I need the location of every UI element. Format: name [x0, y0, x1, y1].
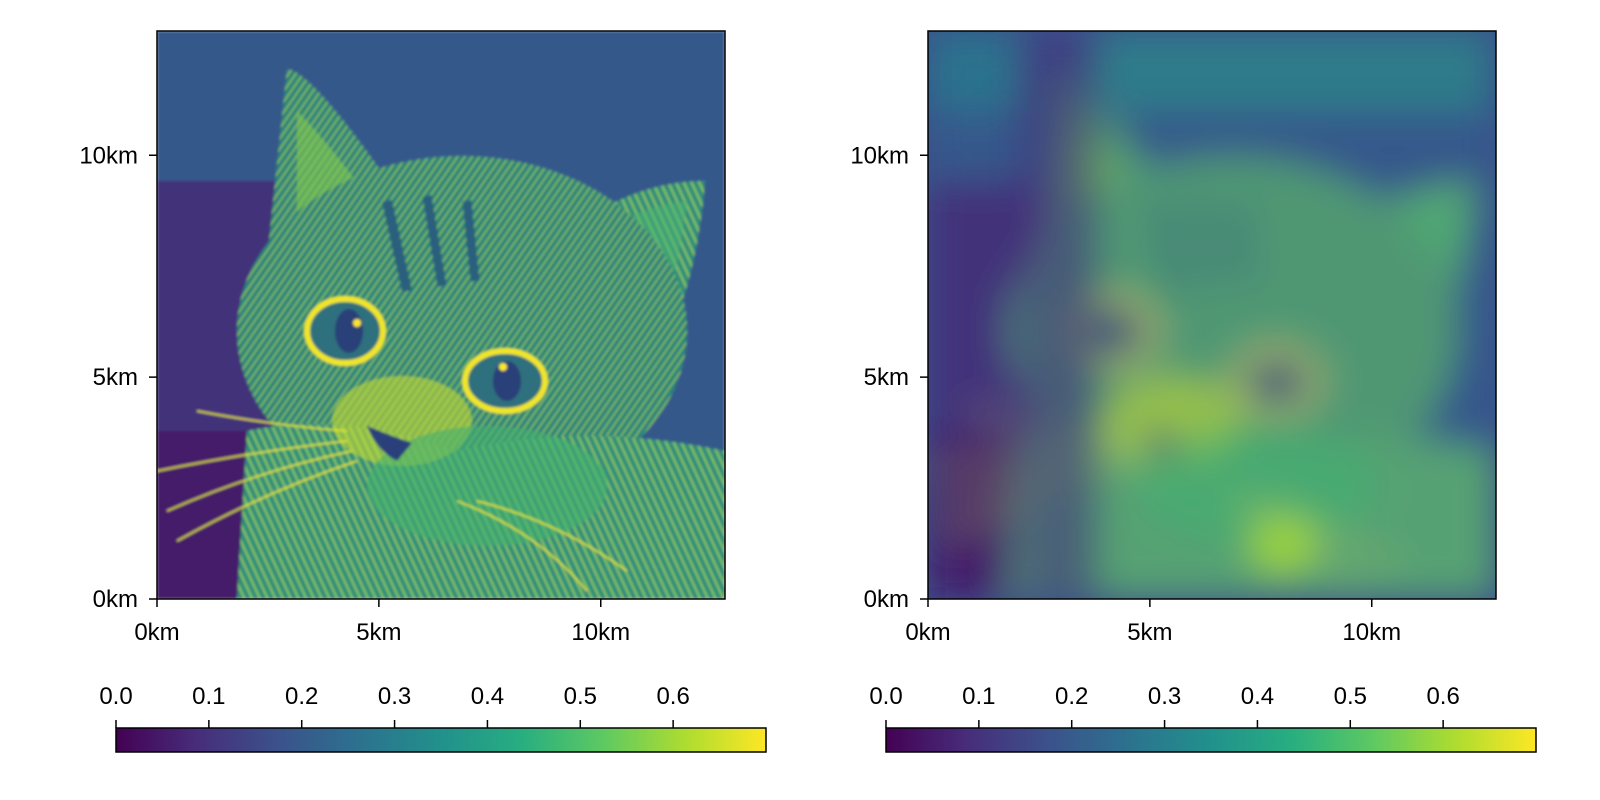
right-y-axis: 0km 5km 10km — [850, 142, 928, 613]
right-colorbar-tick-label: 0.1 — [962, 683, 995, 710]
right-y-tick-label: 0km — [864, 586, 909, 613]
right-colorbar-tick-label: 0.3 — [1148, 683, 1181, 710]
right-colorbar-tick-label: 0.5 — [1334, 683, 1367, 710]
right-plot-frame — [927, 30, 1497, 600]
right-x-axis: 0km 5km 10km — [905, 599, 1401, 646]
left-colorbar-gradient — [115, 727, 767, 753]
right-y-tick-label: 5km — [864, 364, 909, 391]
right-heatmap-image — [928, 31, 1496, 599]
left-y-axis: 0km 5km 10km — [79, 142, 157, 613]
right-colorbar: 0.0 0.1 0.2 0.3 0.4 0.5 0.6 — [869, 683, 1537, 753]
left-y-tick-label: 0km — [93, 586, 138, 613]
right-colorbar-tick-label: 0.2 — [1055, 683, 1088, 710]
right-colorbar-tick-label: 0.6 — [1426, 683, 1459, 710]
left-panel: 0km 5km 10km 0km 5km 10km 0.0 0.1 0.2 0.3 0.4 0.5… — [79, 30, 767, 753]
right-panel: 0km 5km 10km 0km 5km 10km 0.0 0.1 0.2 0.3 0.4 0.5… — [850, 30, 1537, 753]
left-y-tick-label: 10km — [79, 142, 138, 169]
left-colorbar-tick-label: 0.1 — [192, 683, 225, 710]
left-plot-frame — [156, 30, 726, 600]
left-heatmap-image — [157, 31, 725, 599]
left-x-tick-label: 5km — [356, 619, 401, 646]
left-colorbar-tick-label: 0.6 — [656, 683, 689, 710]
right-y-tick-label: 10km — [850, 142, 909, 169]
left-y-tick-label: 5km — [93, 364, 138, 391]
left-colorbar: 0.0 0.1 0.2 0.3 0.4 0.5 0.6 — [99, 683, 767, 753]
right-colorbar-gradient — [885, 727, 1537, 753]
left-x-tick-label: 10km — [571, 619, 630, 646]
left-colorbar-tick-label: 0.5 — [564, 683, 597, 710]
left-colorbar-tick-label: 0.4 — [471, 683, 504, 710]
right-colorbar-tick-label: 0.0 — [869, 683, 902, 710]
right-colorbar-tick-label: 0.4 — [1241, 683, 1274, 710]
left-colorbar-tick-label: 0.0 — [99, 683, 132, 710]
right-x-tick-label: 0km — [905, 619, 950, 646]
left-x-axis: 0km 5km 10km — [134, 599, 630, 646]
left-x-tick-label: 0km — [134, 619, 179, 646]
left-colorbar-ticks: 0.0 0.1 0.2 0.3 0.4 0.5 0.6 — [99, 683, 690, 728]
left-colorbar-tick-label: 0.3 — [378, 683, 411, 710]
right-colorbar-ticks: 0.0 0.1 0.2 0.3 0.4 0.5 0.6 — [869, 683, 1460, 728]
right-x-tick-label: 5km — [1127, 619, 1172, 646]
left-colorbar-tick-label: 0.2 — [285, 683, 318, 710]
right-x-tick-label: 10km — [1342, 619, 1401, 646]
